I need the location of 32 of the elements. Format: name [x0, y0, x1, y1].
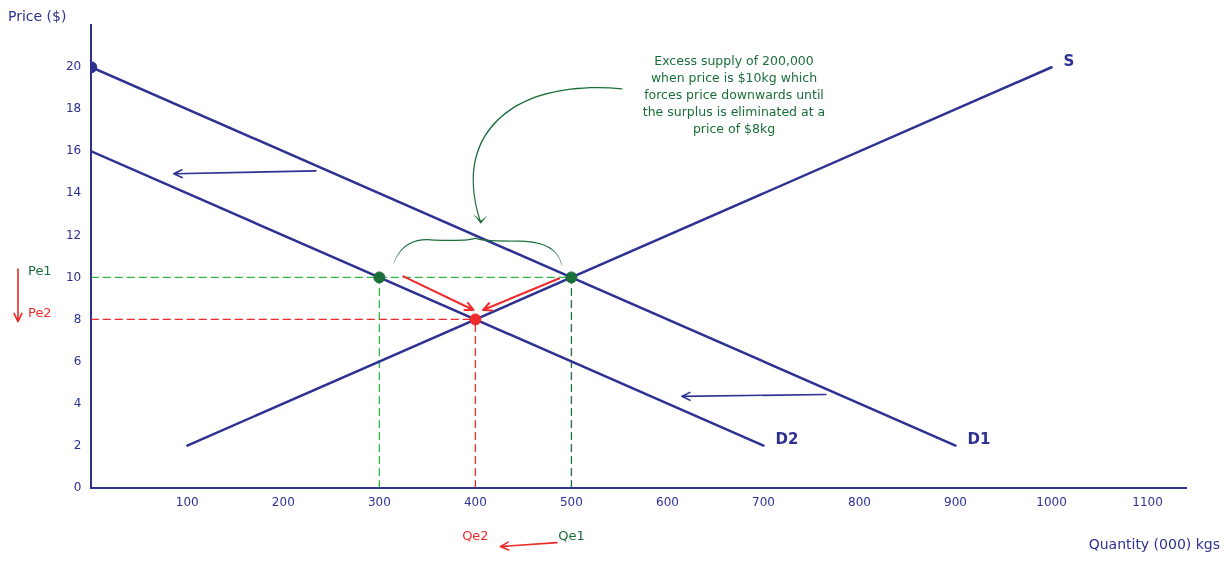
y-tick-label: 18 — [65, 101, 82, 116]
y-tick-label: 0 — [73, 479, 82, 494]
x-tick-label: 100 — [175, 494, 199, 509]
series-label: D2 — [775, 430, 799, 449]
x-axis-title: Quantity (000) kgs — [1088, 535, 1220, 552]
y-tick-label: 12 — [65, 227, 82, 242]
y-tick-label: 16 — [65, 143, 82, 158]
text: Pe2 — [28, 305, 52, 321]
y-tick-label: 4 — [73, 395, 82, 410]
x-tick-label: 700 — [752, 494, 775, 509]
annotation: Excess supply of 200,000 when price is $10kg which forces price downwards until the surplus is eliminated at a price of $8kg — [641, 52, 827, 137]
y-tick-label: 10 — [65, 269, 82, 284]
series-label: S — [1063, 52, 1075, 71]
x-tick-label: 200 — [271, 494, 295, 509]
x-tick-label: 500 — [559, 494, 583, 509]
text: Qe1 — [558, 527, 585, 543]
x-tick-label: 300 — [367, 494, 391, 509]
x-tick-label: 1100 — [1132, 494, 1163, 509]
y-tick-label: 14 — [65, 185, 82, 200]
x-tick-label: 600 — [655, 494, 679, 509]
x-tick-label: 400 — [463, 494, 487, 509]
y-tick-label: 8 — [73, 311, 82, 326]
text: Pe1 — [28, 263, 52, 279]
x-tick-label: 1000 — [1036, 494, 1067, 509]
y-tick-label: 20 — [65, 59, 82, 74]
x-tick-label: 800 — [848, 494, 871, 509]
text: Qe2 — [462, 527, 489, 543]
y-tick-label: 6 — [73, 353, 82, 368]
series-label: D1 — [967, 430, 991, 449]
y-axis-title: Price ($) — [8, 7, 67, 24]
y-tick-label: 2 — [73, 437, 82, 452]
x-tick-label: 900 — [944, 494, 967, 509]
